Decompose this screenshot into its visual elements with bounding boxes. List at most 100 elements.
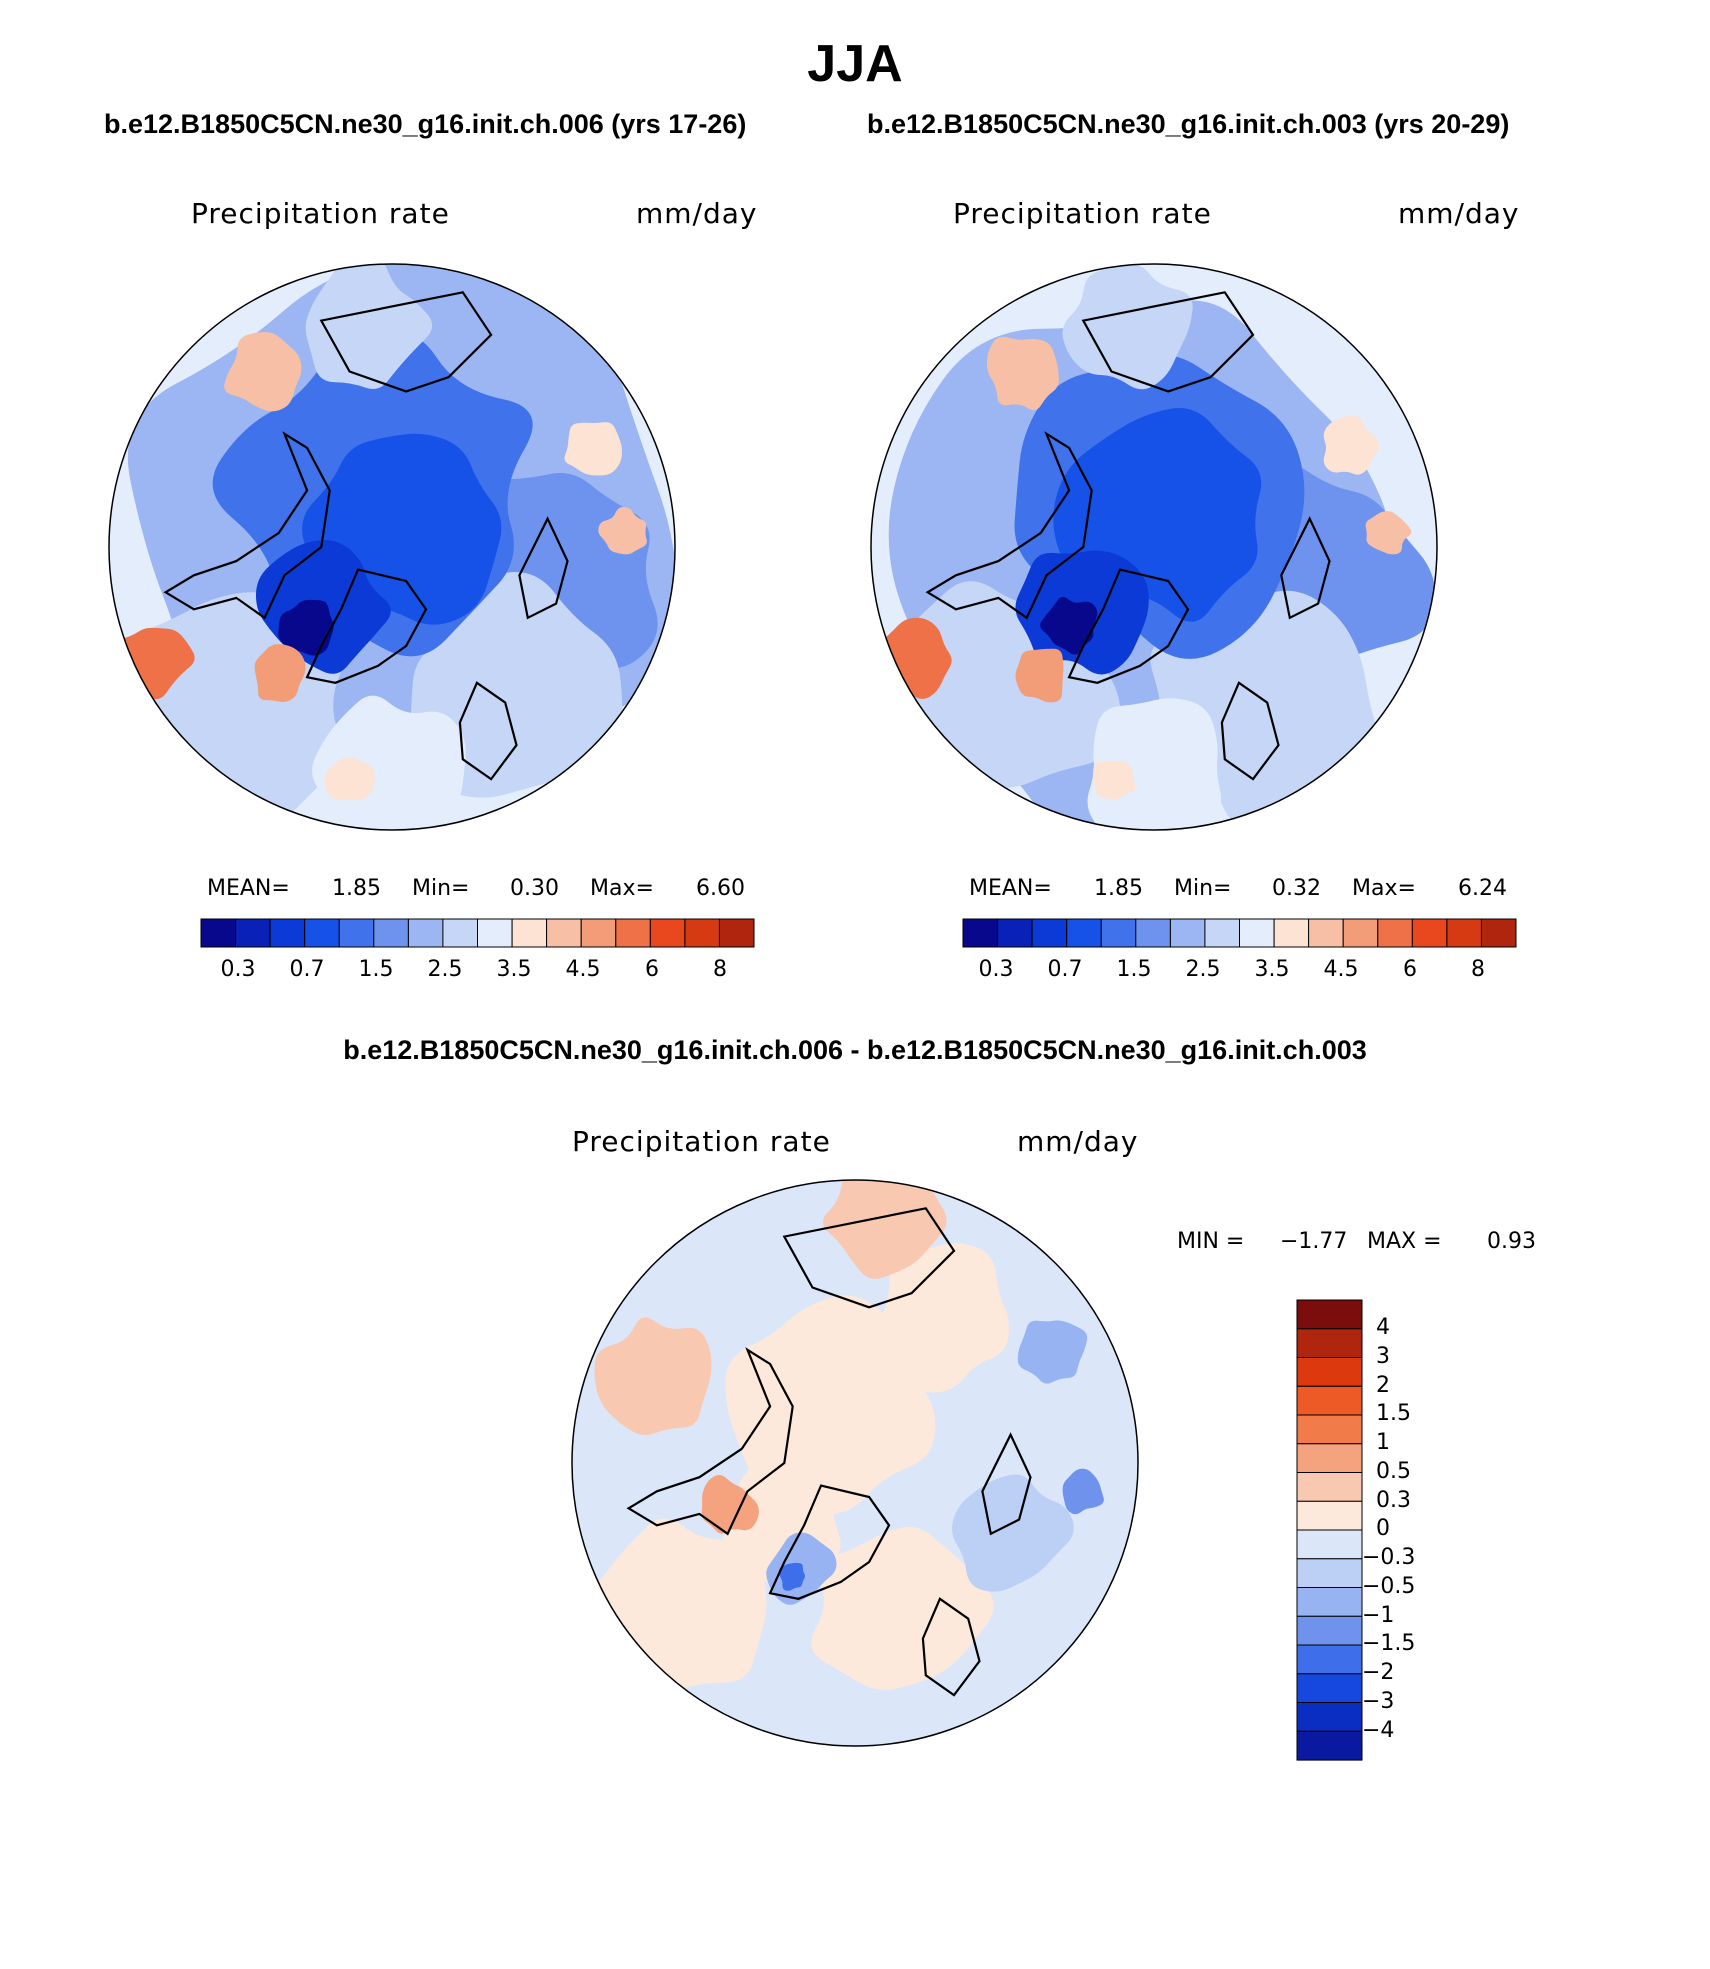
cb2-tick: 0.3 bbox=[978, 957, 1014, 982]
panel1-variable: Precipitation rate bbox=[191, 197, 450, 230]
map-2-contour-region bbox=[1093, 761, 1136, 800]
map-1-contour-region bbox=[224, 332, 302, 412]
colorbar3-box bbox=[1296, 1357, 1363, 1387]
colorbar3-box bbox=[1296, 1299, 1363, 1330]
colorbar1-box bbox=[442, 918, 478, 948]
cb1-tick: 2.5 bbox=[427, 957, 463, 982]
colorbar1-box bbox=[200, 918, 237, 948]
panel2-max-label: Max= bbox=[1352, 876, 1416, 901]
map-2-coastline bbox=[1220, 681, 1280, 781]
map-3-contour-region bbox=[822, 1180, 947, 1279]
colorbar2-box bbox=[1411, 918, 1448, 948]
colorbar1-box bbox=[718, 918, 755, 948]
map-3-field bbox=[572, 1180, 1138, 1746]
cb3-tick: 0.5 bbox=[1376, 1459, 1411, 1484]
map-2-boundary bbox=[870, 263, 1438, 831]
colorbar3-box bbox=[1296, 1328, 1363, 1359]
map-3-contour-region bbox=[594, 1317, 712, 1436]
colorbar3-box bbox=[1296, 1644, 1363, 1675]
colorbar2-box bbox=[997, 918, 1033, 948]
colorbar1-box bbox=[235, 918, 271, 948]
colorbar3-box bbox=[1296, 1414, 1363, 1445]
colorbar2-box bbox=[1342, 918, 1379, 948]
colorbar3-box bbox=[1296, 1443, 1363, 1474]
panel2-mean-value: 1.85 bbox=[1094, 876, 1143, 901]
map-3-contour-region bbox=[778, 1562, 805, 1591]
cb2-tick: 1.5 bbox=[1116, 957, 1152, 982]
colorbar1-box bbox=[649, 918, 686, 948]
colorbar2-box bbox=[1066, 918, 1102, 948]
panel1-max-value: 6.60 bbox=[696, 876, 745, 901]
colorbar1-box bbox=[269, 918, 306, 948]
colorbar1-box bbox=[580, 918, 617, 948]
cb3-tick: −4 bbox=[1362, 1718, 1395, 1743]
map-1-contour-region bbox=[324, 757, 375, 801]
map-2-coastline bbox=[925, 431, 1093, 620]
map-1-contour-region bbox=[312, 695, 466, 830]
colorbar2-box bbox=[962, 918, 999, 948]
panel2-units: mm/day bbox=[1398, 197, 1520, 230]
colorbar2-box bbox=[1239, 918, 1275, 948]
colorbar2-box bbox=[1273, 918, 1310, 948]
cb2-tick: 3.5 bbox=[1254, 957, 1290, 982]
map-3-coastline bbox=[768, 1484, 891, 1600]
cb2-tick: 8 bbox=[1471, 957, 1485, 982]
cb3-tick: 1 bbox=[1376, 1430, 1390, 1455]
panel3-min-label: MIN = bbox=[1177, 1229, 1245, 1254]
colorbar1-box bbox=[511, 918, 548, 948]
map-2-coastline bbox=[1280, 516, 1331, 620]
cb2-tick: 6 bbox=[1403, 957, 1417, 982]
panel3-max-label: MAX = bbox=[1367, 1229, 1442, 1254]
map-1-coastline bbox=[305, 568, 428, 684]
colorbar1-box bbox=[684, 918, 721, 948]
map-2-contour-region bbox=[1040, 596, 1098, 655]
cb3-tick: 2 bbox=[1376, 1373, 1390, 1398]
map-3-contour-region bbox=[878, 1243, 1010, 1393]
colorbar3-box bbox=[1296, 1615, 1363, 1646]
map-1-contour-region bbox=[564, 422, 623, 476]
map-1-coastline bbox=[319, 291, 493, 393]
map-2-field bbox=[871, 264, 1437, 830]
colorbar2-box bbox=[1204, 918, 1241, 948]
map-2-contour-region bbox=[1062, 264, 1193, 390]
panel2-min-label: Min= bbox=[1174, 876, 1232, 901]
cb1-tick: 1.5 bbox=[358, 957, 394, 982]
colorbar2-box bbox=[1135, 918, 1171, 948]
cb2-tick: 0.7 bbox=[1047, 957, 1083, 982]
cb3-tick: 3 bbox=[1376, 1344, 1390, 1369]
panel1-units: mm/day bbox=[636, 197, 758, 230]
cb3-tick: 0.3 bbox=[1376, 1488, 1411, 1513]
colorbar3-box bbox=[1296, 1385, 1363, 1416]
colorbar1-box bbox=[615, 918, 651, 948]
colorbar3-box bbox=[1296, 1558, 1363, 1589]
map-2-coastline bbox=[1081, 291, 1255, 393]
cb3-tick: −1.5 bbox=[1362, 1631, 1416, 1656]
map-3-contour-region bbox=[1017, 1320, 1088, 1384]
panel1-max-label: Max= bbox=[590, 876, 654, 901]
map-1-contour-region bbox=[305, 264, 433, 389]
cb3-tick: −2 bbox=[1362, 1660, 1395, 1685]
colorbar3-box bbox=[1296, 1500, 1363, 1531]
cb3-tick: −0.3 bbox=[1362, 1545, 1416, 1570]
map-1-contour-region bbox=[598, 506, 647, 555]
panel2-variable: Precipitation rate bbox=[953, 197, 1212, 230]
map-3-contour-region bbox=[1062, 1468, 1104, 1515]
cb3-tick: 1.5 bbox=[1376, 1401, 1411, 1426]
colorbar3-box bbox=[1296, 1730, 1363, 1761]
colorbar3-box bbox=[1296, 1587, 1363, 1617]
map-3-contour-region bbox=[811, 1526, 994, 1690]
map-1-coastline bbox=[163, 431, 331, 620]
map-3-coastline bbox=[921, 1597, 981, 1697]
map-2-coastline bbox=[1067, 568, 1190, 684]
panel2-max-value: 6.24 bbox=[1458, 876, 1507, 901]
map-3-contour-region bbox=[952, 1474, 1074, 1592]
cb1-tick: 4.5 bbox=[565, 957, 601, 982]
colorbar1-box bbox=[407, 918, 444, 948]
map-1-boundary bbox=[108, 263, 676, 831]
colorbar1-box bbox=[304, 918, 340, 948]
panel3-units: mm/day bbox=[1017, 1125, 1139, 1158]
colorbar3-box bbox=[1296, 1702, 1363, 1732]
panel1-mean-label: MEAN= bbox=[207, 876, 290, 901]
panel3-min-value: −1.77 bbox=[1280, 1229, 1348, 1254]
